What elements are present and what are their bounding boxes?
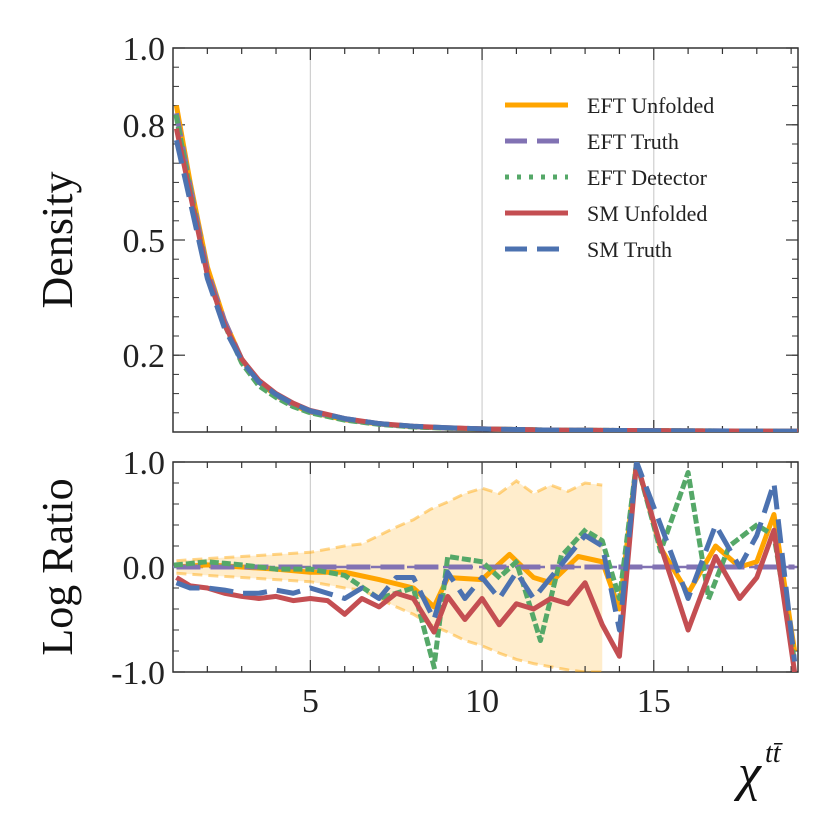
bottom-series-sm-unfolded: [175, 462, 798, 672]
top-panel: 0.2 0.5 0.8 1.0 Density EFT Unfolded EFT Tru…: [33, 31, 799, 433]
top-y-tick-label-3: 1.0: [123, 31, 166, 68]
legend-label-1: EFT Truth: [587, 129, 679, 154]
top-y-tick-labels: 0.2 0.5 0.8 1.0: [123, 31, 166, 375]
legend: EFT Unfolded EFT Truth EFT Detector SM Unfo…: [505, 93, 714, 262]
x-axis-title: χ tt̄: [733, 738, 783, 802]
x-tick-label-2: 15: [637, 683, 671, 720]
top-series-eft-truth: [173, 112, 798, 432]
top-y-tick-label-2: 0.8: [123, 108, 166, 145]
legend-label-2: EFT Detector: [587, 165, 708, 190]
legend-label-4: SM Truth: [587, 237, 672, 262]
legend-label-0: EFT Unfolded: [587, 93, 714, 118]
x-axis-title-superscript: tt̄: [765, 738, 783, 769]
bottom-y-tick-label-0: -1.0: [111, 655, 165, 692]
top-y-tick-label-1: 0.5: [123, 223, 166, 260]
bottom-y-tick-labels: -1.0 0.0 1.0: [111, 445, 165, 692]
bottom-y-tick-label-1: 0.0: [123, 550, 166, 587]
top-y-tick-label-0: 0.2: [123, 338, 166, 375]
bottom-series-eft-unfolded: [176, 462, 798, 652]
x-tick-label-0: 5: [302, 683, 319, 720]
bottom-panel: -1.0 0.0 1.0 5 10 15 Log Ratio: [33, 445, 799, 720]
top-series-sm-truth: [173, 139, 798, 432]
uncertainty-band: [176, 480, 603, 672]
top-series-eft-unfolded: [173, 105, 798, 432]
bottom-series-sm-truth: [175, 462, 798, 662]
x-tick-label-1: 10: [465, 683, 499, 720]
legend-label-3: SM Unfolded: [587, 201, 707, 226]
x-axis-title-main: χ: [733, 745, 762, 802]
x-tick-labels: 5 10 15: [302, 683, 671, 720]
top-y-axis-title: Density: [33, 172, 82, 309]
bottom-series: [173, 462, 798, 672]
top-series: [173, 105, 798, 432]
bottom-y-tick-label-2: 1.0: [123, 445, 166, 482]
band-upper-edge: [176, 479, 603, 563]
bottom-y-axis-title: Log Ratio: [33, 478, 82, 655]
top-grid: [309, 48, 655, 432]
